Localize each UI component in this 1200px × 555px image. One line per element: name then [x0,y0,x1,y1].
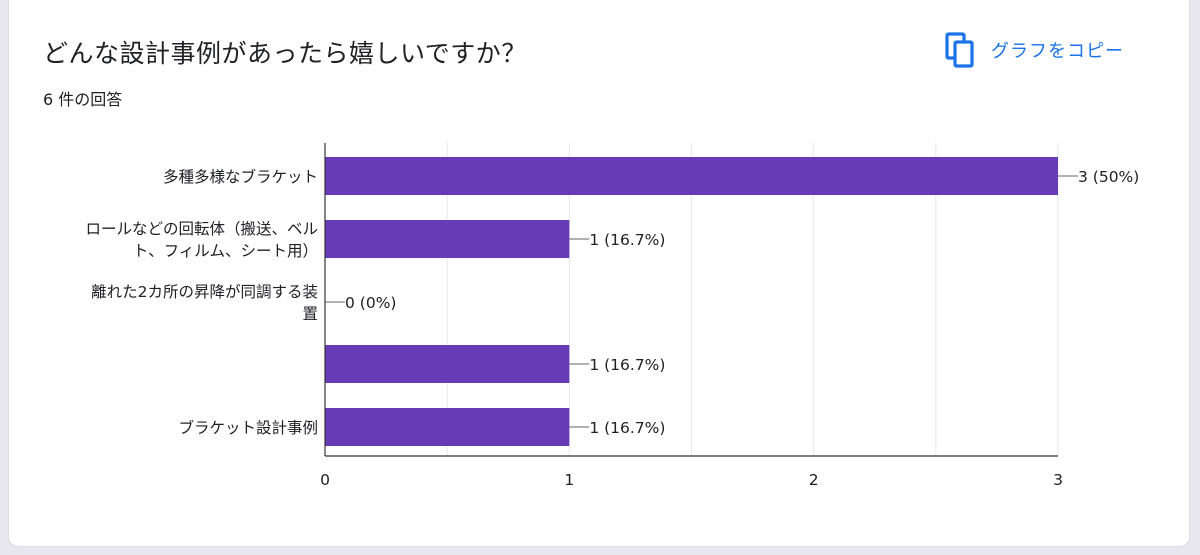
bar [325,157,1058,195]
x-tick-label: 0 [320,471,330,489]
value-label: 1 (16.7%) [589,356,665,374]
copy-icon [945,32,975,68]
value-label: 1 (16.7%) [589,419,665,437]
category-label: 置 [302,305,318,323]
category-label: 多種多様なブラケット [163,167,318,186]
question-title: どんな設計事例があったら嬉しいですか？ [43,39,527,68]
copy-chart-button[interactable]: グラフをコピー [945,30,1124,70]
bar [325,345,570,383]
category-label: ブラケット設計事例 [178,418,318,437]
response-count: 6 件の回答 [43,90,123,109]
value-label: 3 (50%) [1078,168,1139,186]
x-tick-label: 2 [809,471,819,489]
x-tick-label: 3 [1053,471,1063,489]
category-label: 離れた2カ所の昇降が同調する装 [91,283,318,301]
value-label: 1 (16.7%) [589,231,665,249]
x-tick-label: 1 [564,471,574,489]
bar [325,220,570,258]
category-label: ロールなどの回転体（搬送、ベル [85,220,318,238]
copy-chart-label: グラフをコピー [991,41,1124,62]
category-label: ト、フィルム、シート用） [133,242,318,260]
bar [325,408,570,446]
value-label: 0 (0%) [345,294,396,312]
